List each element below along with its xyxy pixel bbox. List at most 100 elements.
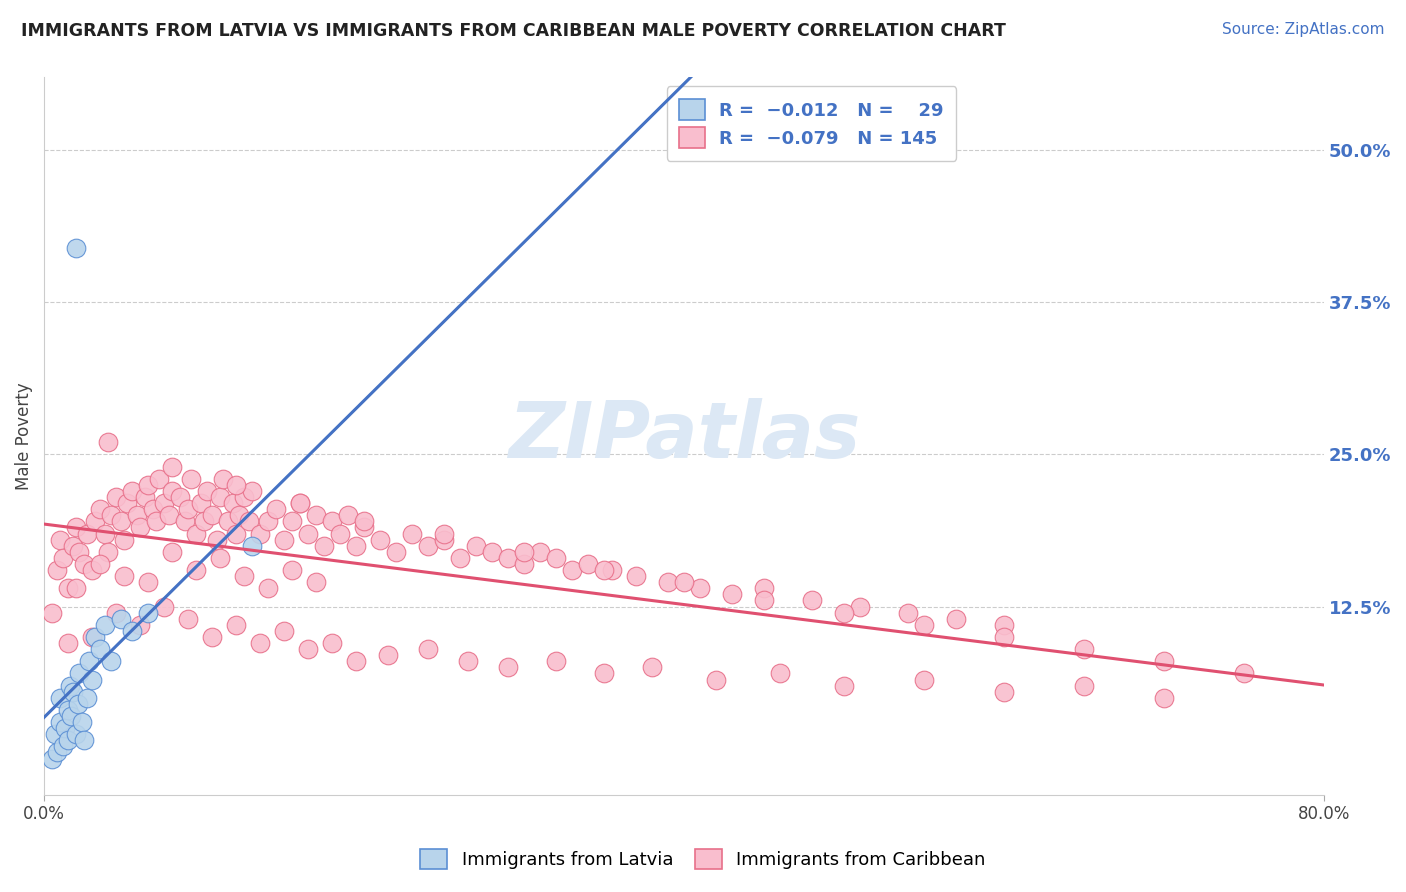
Point [97, 435, 120, 450]
Point [100, 654, 122, 668]
Point [800, 593, 823, 607]
Point [89, 642, 111, 657]
Point [529, 545, 551, 559]
Point [593, 666, 616, 681]
Point [73, 733, 96, 747]
Point [157, 508, 180, 523]
Point [433, 533, 456, 547]
Point [321, 636, 343, 650]
Point [672, 575, 695, 590]
Point [53, 721, 76, 735]
Point [576, 557, 599, 571]
Point [281, 563, 304, 577]
Point [281, 515, 304, 529]
Point [600, 563, 623, 577]
Point [321, 515, 343, 529]
Point [329, 526, 352, 541]
Text: ZIPatlas: ZIPatlas [508, 398, 860, 475]
Point [62, 539, 84, 553]
Point [704, 673, 727, 687]
Point [240, 483, 263, 498]
Point [160, 483, 183, 498]
Point [496, 660, 519, 674]
Point [353, 520, 375, 534]
Point [1073, 642, 1095, 657]
Point [209, 550, 232, 565]
Point [593, 563, 616, 577]
Point [129, 520, 152, 534]
Point [84, 515, 107, 529]
Point [153, 496, 176, 510]
Point [117, 496, 139, 510]
Point [177, 502, 200, 516]
Point [89, 557, 111, 571]
Point [544, 550, 567, 565]
Point [121, 624, 143, 638]
Point [82, 630, 104, 644]
Point [56, 703, 79, 717]
Point [217, 515, 239, 529]
Point [52, 739, 75, 754]
Point [105, 490, 128, 504]
Point [45, 746, 67, 760]
Point [752, 582, 775, 596]
Point [233, 569, 256, 583]
Point [82, 673, 104, 687]
Point [240, 539, 263, 553]
Point [401, 526, 423, 541]
Point [145, 515, 167, 529]
Point [60, 709, 83, 723]
Point [66, 697, 89, 711]
Point [297, 526, 319, 541]
Point [257, 515, 280, 529]
Point [205, 533, 228, 547]
Point [416, 642, 439, 657]
Point [82, 563, 104, 577]
Point [238, 515, 260, 529]
Point [84, 630, 107, 644]
Point [56, 636, 79, 650]
Text: IMMIGRANTS FROM LATVIA VS IMMIGRANTS FROM CARIBBEAN MALE POVERTY CORRELATION CHA: IMMIGRANTS FROM LATVIA VS IMMIGRANTS FRO… [21, 22, 1005, 40]
Point [288, 496, 311, 510]
Point [225, 617, 247, 632]
Point [160, 459, 183, 474]
Point [73, 557, 96, 571]
Point [1153, 690, 1175, 705]
Point [945, 612, 967, 626]
Point [41, 751, 63, 765]
Point [513, 557, 536, 571]
Point [481, 545, 503, 559]
Y-axis label: Male Poverty: Male Poverty [15, 383, 32, 490]
Point [769, 666, 792, 681]
Point [180, 472, 202, 486]
Point [201, 630, 224, 644]
Point [385, 545, 408, 559]
Point [544, 654, 567, 668]
Point [184, 526, 207, 541]
Point [222, 496, 245, 510]
Point [177, 612, 200, 626]
Point [297, 642, 319, 657]
Point [65, 520, 87, 534]
Point [993, 630, 1015, 644]
Point [136, 606, 159, 620]
Point [65, 582, 87, 596]
Point [465, 539, 488, 553]
Point [624, 569, 647, 583]
Point [153, 599, 176, 614]
Point [721, 587, 744, 601]
Point [44, 727, 66, 741]
Point [169, 490, 191, 504]
Point [195, 483, 218, 498]
Point [433, 526, 456, 541]
Point [212, 472, 235, 486]
Point [94, 526, 117, 541]
Point [129, 617, 152, 632]
Point [173, 515, 195, 529]
Point [62, 684, 84, 698]
Point [416, 539, 439, 553]
Point [72, 715, 94, 730]
Point [89, 502, 111, 516]
Point [49, 715, 72, 730]
Point [201, 508, 224, 523]
